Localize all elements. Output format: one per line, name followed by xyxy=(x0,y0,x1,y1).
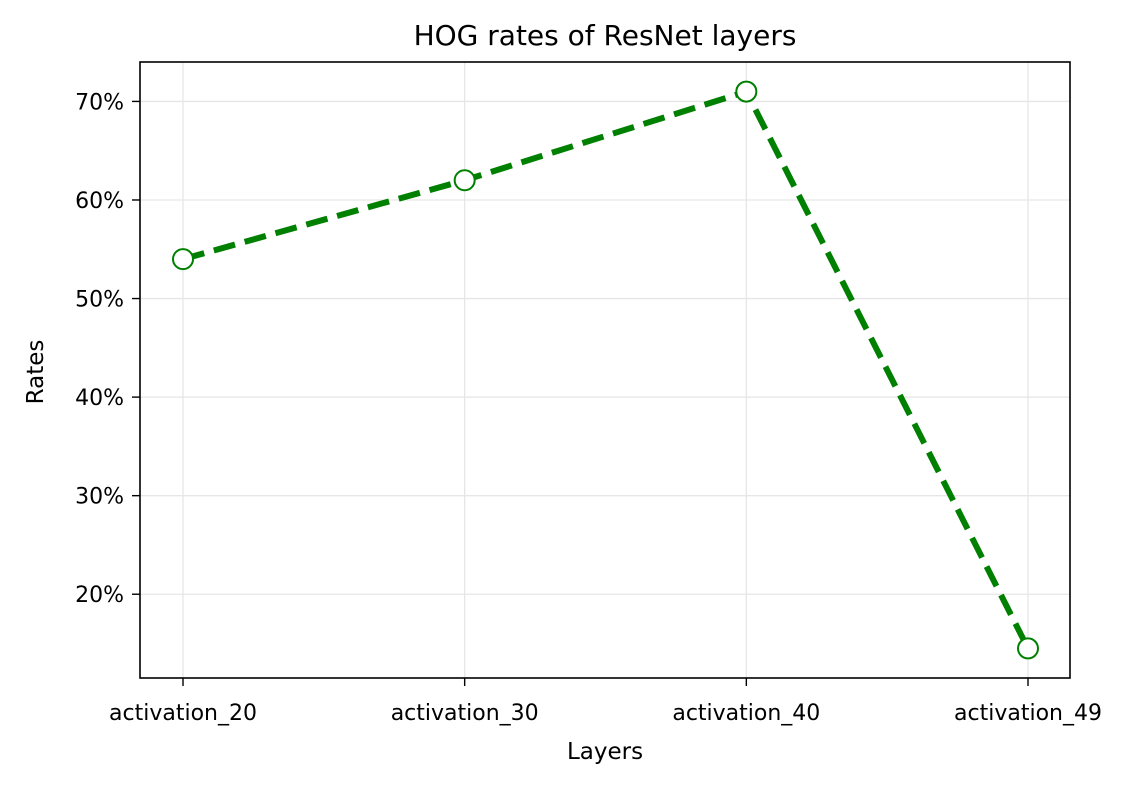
y-axis-ticks: 20% 30% 40% 50% 60% 70% xyxy=(75,90,140,608)
x-tick-label: activation_40 xyxy=(672,701,820,726)
data-point-marker xyxy=(735,80,758,103)
series-markers xyxy=(172,80,1039,660)
y-tick-label: 60% xyxy=(75,189,124,214)
data-point-marker xyxy=(1017,637,1039,660)
data-point-marker xyxy=(453,169,476,192)
y-tick-label: 30% xyxy=(75,485,124,510)
y-tick-label: 40% xyxy=(75,386,124,411)
y-tick-label: 50% xyxy=(75,288,124,313)
grid xyxy=(140,62,1070,678)
x-tick-label: activation_30 xyxy=(391,701,539,726)
series-line xyxy=(182,88,1031,650)
x-tick-label: activation_49 xyxy=(954,701,1102,726)
plot-area-frame xyxy=(139,61,1071,679)
series-polyline xyxy=(182,88,1031,650)
y-axis-label: Rates xyxy=(23,340,49,405)
x-tick-label: activation_20 xyxy=(109,701,257,726)
x-axis-ticks: activation_20 activation_30 activation_40 a… xyxy=(109,678,1102,726)
y-tick-label: 20% xyxy=(75,583,124,608)
data-point-marker xyxy=(172,248,194,271)
y-tick-label: 70% xyxy=(75,90,124,115)
x-axis-label: Layers xyxy=(567,739,643,765)
chart-title: HOG rates of ResNet layers xyxy=(414,19,797,52)
